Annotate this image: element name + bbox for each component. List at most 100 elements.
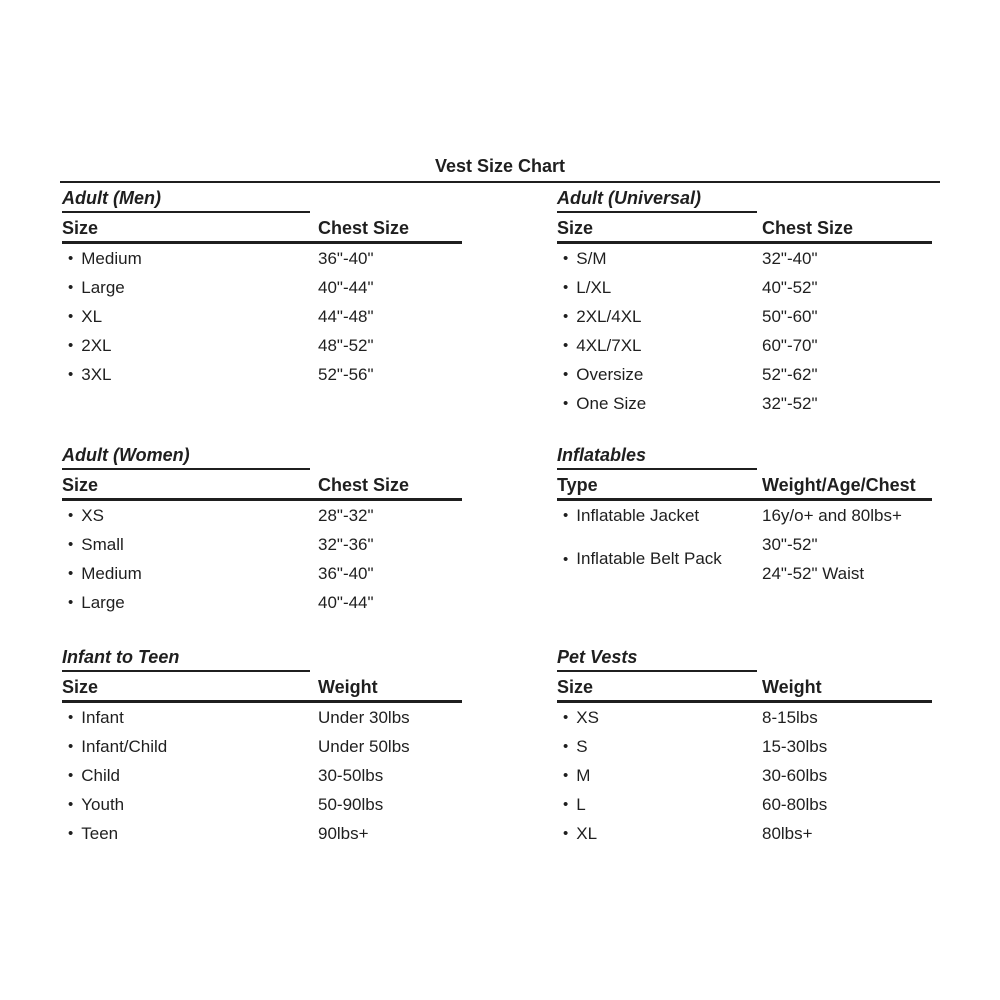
size-table-pet-vests: Pet Vests Size Weight • XS 8-15lbs • S 15-… [557,647,932,848]
row-label: Large [81,592,125,612]
row-value: 44"-48" [318,306,374,326]
row-label: 3XL [81,364,112,384]
row-label: 2XL [81,335,112,355]
row-value-line2: 24"-52" Waist [762,564,865,583]
table-row: • Teen 90lbs+ [62,819,462,848]
row-label: Medium [81,563,142,583]
row-value: 30-60lbs [762,765,828,785]
row-label: M [576,765,591,785]
bullet-icon: • [563,550,569,568]
table-row: • Large 40"-44" [62,273,462,302]
column-header-row: Size Weight [62,676,462,703]
bullet-icon: • [68,279,74,296]
row-label: Oversize [576,364,644,384]
row-value: 32"-40" [762,248,818,268]
section-title: Infant to Teen [62,647,310,672]
row-label: Large [81,277,125,297]
table-row: • XL 80lbs+ [557,819,932,848]
row-value: 16y/o+ and 80lbs+ [762,505,902,525]
row-label: One Size [576,393,647,413]
bullet-icon: • [563,308,569,325]
bullet-icon: • [563,738,569,755]
page-title: Vest Size Chart [434,156,566,176]
table-row: • One Size 32"-52" [557,389,932,418]
column-header-size: Size [557,218,594,238]
table-row: • XL 44"-48" [62,302,462,331]
row-value: 90lbs+ [318,823,369,843]
column-header-size: Size [62,218,99,238]
row-value: 60-80lbs [762,794,828,814]
column-header-row: Size Weight [557,676,932,703]
column-header-row: Size Chest Size [62,217,462,244]
table-row: • 2XL 48"-52" [62,331,462,360]
bullet-icon: • [68,796,74,813]
bullet-icon: • [68,337,74,354]
table-row: • S/M 32"-40" [557,244,932,273]
table-row: • Large 40"-44" [62,588,462,617]
table-row: • Infant Under 30lbs [62,703,462,732]
row-value: 36"-40" [318,563,374,583]
size-table-adult-universal: Adult (Universal) Size Chest Size • S/M 3… [557,188,932,418]
row-label: Medium [81,248,142,268]
table-row: • 3XL 52"-56" [62,360,462,389]
row-value: 52"-56" [318,364,374,384]
row-value: 60"-70" [762,335,818,355]
table-row: • Inflatable Belt Pack 30"-52" 24"-52" Wa… [557,530,932,588]
bullet-icon: • [68,738,74,755]
size-table-adult-men: Adult (Men) Size Chest Size • Medium 36"-… [62,188,462,389]
row-value: 50-90lbs [318,794,384,814]
table-row: • Oversize 52"-62" [557,360,932,389]
section-title: Inflatables [557,445,757,470]
column-header-row: Size Chest Size [557,217,932,244]
row-label: S/M [576,248,607,268]
row-label: XS [576,707,599,727]
row-label: Inflatable Jacket [576,505,700,525]
row-label: Small [81,534,124,554]
row-label: Child [81,765,121,785]
size-table-inflatables: Inflatables Type Weight/Age/Chest • Infla… [557,445,932,588]
row-value: 40"-44" [318,592,374,612]
column-header-chest-size: Chest Size [318,475,410,495]
row-value: 36"-40" [318,248,374,268]
section-title: Adult (Men) [62,188,310,213]
bullet-icon: • [68,536,74,553]
column-header-chest-size: Chest Size [318,218,410,238]
bullet-icon: • [68,767,74,784]
table-row: • Medium 36"-40" [62,559,462,588]
row-value: 52"-62" [762,364,818,384]
table-row: • Infant/Child Under 50lbs [62,732,462,761]
bullet-icon: • [563,507,569,524]
table-row: • Child 30-50lbs [62,761,462,790]
column-header-size: Size [557,677,594,697]
bullet-icon: • [68,825,74,842]
table-row: • 4XL/7XL 60"-70" [557,331,932,360]
bullet-icon: • [68,308,74,325]
row-value: 80lbs+ [762,823,813,843]
row-value: Under 50lbs [318,736,410,756]
row-label: Youth [81,794,125,814]
table-row: • 2XL/4XL 50"-60" [557,302,932,331]
bullet-icon: • [68,366,74,383]
row-value: 15-30lbs [762,736,828,756]
row-value: 28"-32" [318,505,374,525]
table-row: • Inflatable Jacket 16y/o+ and 80lbs+ [557,501,932,530]
bullet-icon: • [563,825,569,842]
section-title: Adult (Universal) [557,188,757,213]
row-label: L [576,794,586,814]
row-label: L/XL [576,277,612,297]
row-value: 50"-60" [762,306,818,326]
bullet-icon: • [563,366,569,383]
row-value: 40"-44" [318,277,374,297]
bullet-icon: • [68,565,74,582]
row-label: S [576,736,588,756]
bullet-icon: • [563,279,569,296]
row-label: XS [81,505,104,525]
bullet-icon: • [563,796,569,813]
size-table-adult-women: Adult (Women) Size Chest Size • XS 28"-32… [62,445,462,617]
row-label: 2XL/4XL [576,306,642,326]
section-title: Adult (Women) [62,445,310,470]
column-header-size: Size [62,475,99,495]
row-value: 30"-52" [762,535,818,554]
table-row: • XS 28"-32" [62,501,462,530]
